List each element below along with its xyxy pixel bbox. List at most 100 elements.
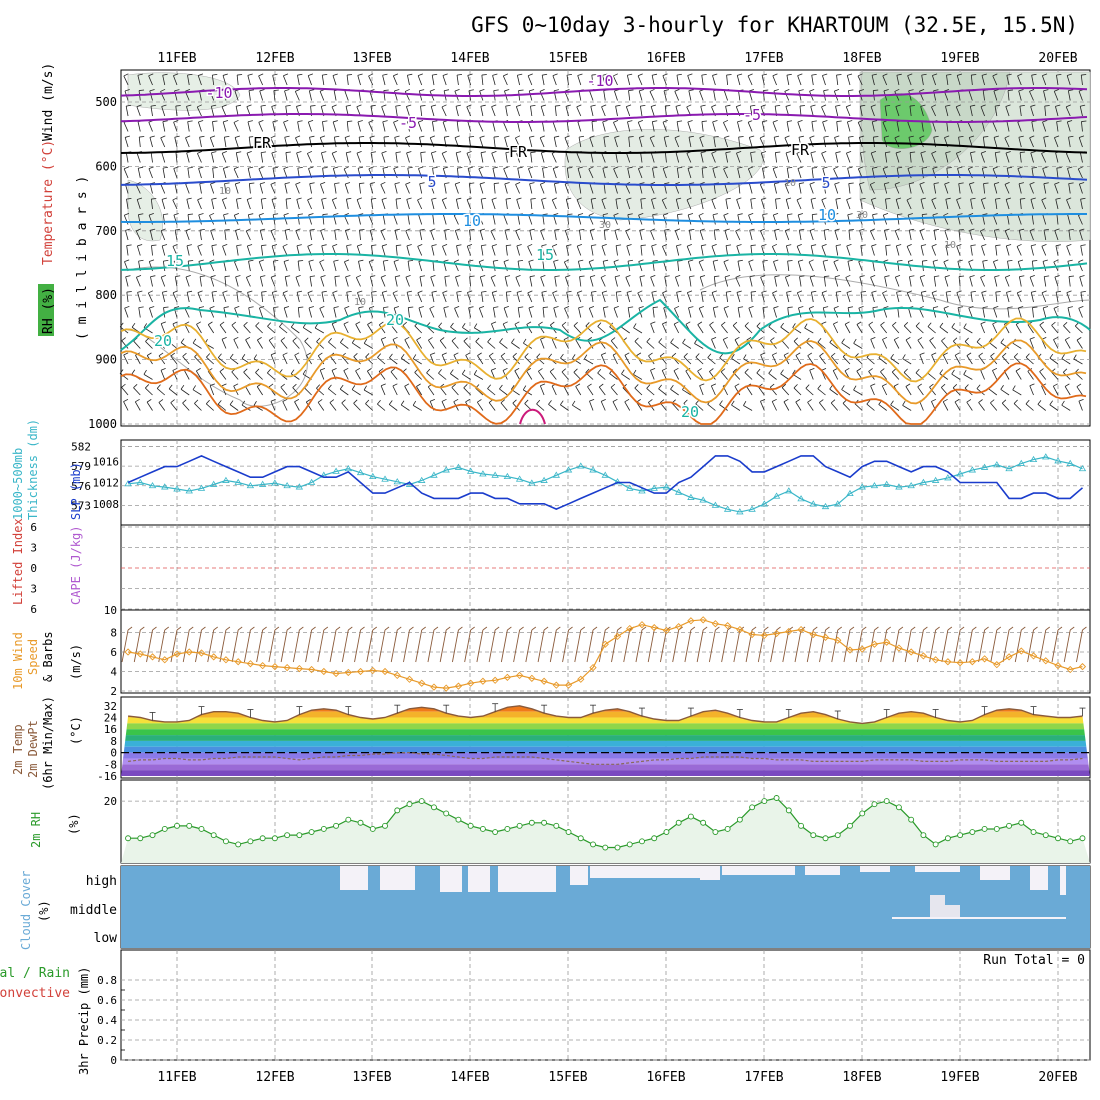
wind-barb-flag xyxy=(811,244,817,247)
wind-barb-flag xyxy=(1057,626,1063,631)
wind-barb xyxy=(756,372,765,380)
temp-band xyxy=(121,729,1090,736)
wind-barb-flag xyxy=(188,626,194,631)
wind-barb xyxy=(894,277,900,287)
wind-barb-flag xyxy=(295,135,301,139)
lifted-index-tick: 6 xyxy=(30,521,37,534)
wind-barb-flag xyxy=(868,368,873,372)
wind-barb xyxy=(784,230,790,241)
wind-barb xyxy=(661,370,667,380)
wind-barb-flag xyxy=(552,197,557,201)
wind-barb xyxy=(650,106,655,117)
wind-barb-flag xyxy=(515,228,521,232)
wind-barb-flag xyxy=(185,275,191,278)
wind-barb-flag xyxy=(665,105,671,107)
wind-barb-flag xyxy=(320,367,326,371)
rh-marker xyxy=(467,822,474,829)
wind-barb xyxy=(405,184,410,194)
wind-barb xyxy=(1005,152,1010,163)
wind-barb-flag xyxy=(255,322,260,327)
wind-barb-flag xyxy=(927,322,932,327)
wind-barb xyxy=(685,370,692,380)
wind-barb-flag xyxy=(858,212,864,216)
wind-barb xyxy=(463,340,471,349)
wind-barb xyxy=(711,339,716,349)
wind-barb xyxy=(427,386,435,396)
wind-barb-flag xyxy=(542,260,548,262)
wind-barb xyxy=(823,137,826,148)
wind-barb xyxy=(268,629,276,663)
wind-barb-flag xyxy=(152,626,157,631)
wind-barb xyxy=(380,230,386,241)
wind-barb xyxy=(771,401,777,411)
wind-barb-flag xyxy=(944,275,950,278)
wind-barb-flag xyxy=(719,400,723,405)
wind-barb-flag xyxy=(810,151,816,154)
wind-barb xyxy=(366,629,374,663)
wind-barb xyxy=(579,230,582,241)
wind-barb-flag xyxy=(662,120,668,123)
thickness-line xyxy=(128,456,1083,513)
isotherm-label: 20 xyxy=(386,311,404,329)
wind-barb-flag xyxy=(334,182,340,185)
wind-barb-flag xyxy=(982,213,988,216)
wind-barb-flag xyxy=(573,321,578,326)
wind-barb xyxy=(221,106,227,117)
wind-barb-flag xyxy=(274,626,280,631)
wind-barb xyxy=(978,355,985,365)
wind-barb-flag xyxy=(602,120,608,123)
wind-barb-flag xyxy=(162,244,168,247)
wind-barb xyxy=(894,230,900,241)
wind-barb xyxy=(381,106,386,117)
wind-barb-flag xyxy=(981,73,987,76)
wind-barb-flag xyxy=(1004,181,1010,185)
wind-barb-flag xyxy=(673,321,679,325)
wind-barb xyxy=(575,339,582,349)
wind-barb xyxy=(271,152,276,163)
wind-barb-flag xyxy=(377,399,381,405)
wind-barb xyxy=(307,199,312,210)
wind-barb-flag xyxy=(575,383,581,387)
bottom-date-label: 16FEB xyxy=(646,1070,685,1085)
wind-barb xyxy=(295,184,300,194)
wind-barb-flag xyxy=(161,321,166,325)
wind-barb xyxy=(621,373,630,380)
wind-barb xyxy=(725,292,729,303)
wind-speed-marker xyxy=(356,667,365,676)
wind-barb xyxy=(1067,168,1071,179)
wind-barb-flag xyxy=(807,399,812,403)
wind-barb-flag xyxy=(601,398,606,402)
wind-barb xyxy=(768,326,777,334)
wind-barb xyxy=(760,354,765,365)
wind-speed-line xyxy=(128,619,1083,689)
wind-barb-flag xyxy=(1018,89,1024,92)
wind-barb-flag xyxy=(138,306,144,309)
wind-barb-flag xyxy=(170,352,176,357)
wind-barb xyxy=(797,214,802,225)
wind-barb xyxy=(175,152,178,163)
wind-barb xyxy=(822,261,826,272)
rh-marker xyxy=(981,826,988,832)
wind-barb-flag xyxy=(915,368,920,374)
wind-barb xyxy=(786,292,790,303)
wind-barb-flag xyxy=(380,274,386,278)
wind-barb-flag xyxy=(784,135,790,139)
wind-barb-flag xyxy=(821,150,827,154)
wind-barb-flag xyxy=(591,74,597,76)
thickness-marker xyxy=(699,496,707,503)
wind-barb xyxy=(554,183,557,194)
wind-barb xyxy=(235,276,239,287)
wind-barb xyxy=(647,629,655,663)
wind-barb xyxy=(992,370,998,380)
wind-barb-flag xyxy=(848,306,854,309)
wind-barb-flag xyxy=(444,182,450,185)
wind-barb xyxy=(381,152,386,163)
wind-barb-flag xyxy=(600,274,606,278)
wind-barb xyxy=(223,137,227,148)
wind-barb xyxy=(219,324,227,334)
wind-barb xyxy=(686,292,692,303)
wind-barb xyxy=(743,405,753,411)
wind-barb xyxy=(291,326,300,334)
wind-barb xyxy=(785,199,790,210)
wind-barb xyxy=(747,75,753,86)
